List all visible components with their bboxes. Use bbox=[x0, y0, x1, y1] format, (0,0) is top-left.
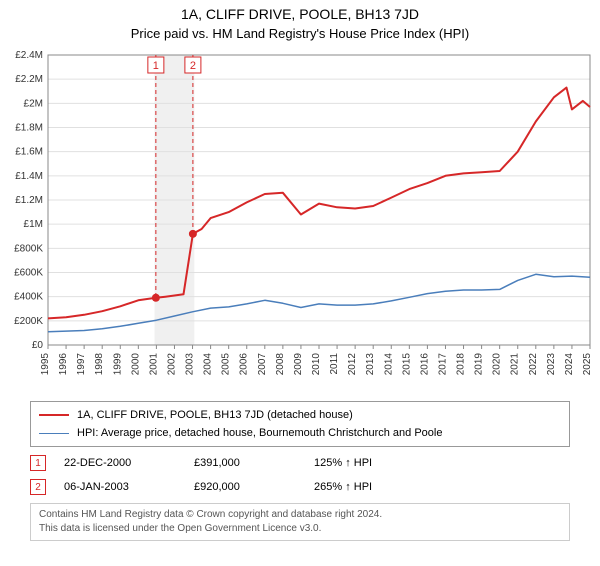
transaction-row: 2 06-JAN-2003£920,000265% ↑ HPI bbox=[30, 479, 570, 495]
transaction-delta: 125% ↑ HPI bbox=[314, 457, 372, 469]
legend-label: HPI: Average price, detached house, Bour… bbox=[77, 424, 442, 442]
svg-text:2020: 2020 bbox=[492, 353, 503, 376]
svg-text:2012: 2012 bbox=[347, 353, 358, 376]
transaction-row: 1 22-DEC-2000£391,000125% ↑ HPI bbox=[30, 455, 570, 471]
svg-text:2010: 2010 bbox=[311, 353, 322, 376]
svg-text:2001: 2001 bbox=[148, 353, 159, 376]
svg-text:1995: 1995 bbox=[40, 353, 51, 376]
legend-row: HPI: Average price, detached house, Bour… bbox=[39, 424, 561, 442]
svg-text:2021: 2021 bbox=[510, 353, 521, 376]
svg-text:2014: 2014 bbox=[383, 353, 394, 376]
svg-text:2000: 2000 bbox=[130, 353, 141, 376]
svg-text:1997: 1997 bbox=[76, 353, 87, 376]
svg-text:2015: 2015 bbox=[401, 353, 412, 376]
svg-text:2007: 2007 bbox=[257, 353, 268, 376]
svg-text:2003: 2003 bbox=[185, 353, 196, 376]
price-chart: £0 £200K £400K £600K £800K £1M £1.2M £1.4M £1.6M… bbox=[0, 45, 600, 395]
svg-text:£1.8M: £1.8M bbox=[15, 123, 43, 134]
legend-swatch bbox=[39, 433, 69, 434]
svg-text:1999: 1999 bbox=[112, 353, 123, 376]
svg-text:2006: 2006 bbox=[239, 353, 250, 376]
svg-text:£1M: £1M bbox=[24, 219, 43, 230]
svg-text:2019: 2019 bbox=[474, 353, 485, 376]
transaction-date: 06-JAN-2003 bbox=[64, 481, 194, 493]
svg-text:2005: 2005 bbox=[221, 353, 232, 376]
svg-text:£600K: £600K bbox=[14, 268, 43, 279]
chart-title-address: 1A, CLIFF DRIVE, POOLE, BH13 7JD bbox=[0, 6, 600, 22]
svg-text:£1.4M: £1.4M bbox=[15, 171, 43, 182]
svg-text:2016: 2016 bbox=[419, 353, 430, 376]
svg-text:2009: 2009 bbox=[293, 353, 304, 376]
svg-text:2017: 2017 bbox=[437, 353, 448, 376]
svg-text:2025: 2025 bbox=[582, 353, 593, 376]
svg-text:2008: 2008 bbox=[275, 353, 286, 376]
svg-text:2023: 2023 bbox=[546, 353, 557, 376]
attribution-footer: Contains HM Land Registry data © Crown c… bbox=[30, 503, 570, 541]
legend-row: 1A, CLIFF DRIVE, POOLE, BH13 7JD (detach… bbox=[39, 406, 561, 424]
svg-text:£400K: £400K bbox=[14, 292, 43, 303]
transaction-date: 22-DEC-2000 bbox=[64, 457, 194, 469]
legend-label: 1A, CLIFF DRIVE, POOLE, BH13 7JD (detach… bbox=[77, 406, 353, 424]
svg-text:2002: 2002 bbox=[166, 353, 177, 376]
svg-text:1996: 1996 bbox=[58, 353, 69, 376]
svg-text:£1.2M: £1.2M bbox=[15, 195, 43, 206]
svg-text:£200K: £200K bbox=[14, 316, 43, 327]
transaction-marker: 2 bbox=[30, 479, 46, 495]
attribution-line-1: Contains HM Land Registry data © Crown c… bbox=[39, 508, 561, 522]
svg-text:2004: 2004 bbox=[203, 353, 214, 376]
svg-text:2018: 2018 bbox=[456, 353, 467, 376]
svg-text:£1.6M: £1.6M bbox=[15, 147, 43, 158]
transaction-delta: 265% ↑ HPI bbox=[314, 481, 372, 493]
svg-text:2: 2 bbox=[190, 60, 196, 72]
attribution-line-2: This data is licensed under the Open Gov… bbox=[39, 522, 561, 536]
chart-title-subtitle: Price paid vs. HM Land Registry's House … bbox=[0, 26, 600, 41]
svg-text:£0: £0 bbox=[32, 340, 44, 351]
svg-text:1998: 1998 bbox=[94, 353, 105, 376]
svg-text:2013: 2013 bbox=[365, 353, 376, 376]
transaction-price: £391,000 bbox=[194, 457, 314, 469]
svg-text:£2M: £2M bbox=[24, 98, 43, 109]
transaction-table: 1 22-DEC-2000£391,000125% ↑ HPI 2 06-JAN-20… bbox=[30, 455, 570, 495]
transaction-price: £920,000 bbox=[194, 481, 314, 493]
svg-text:2024: 2024 bbox=[564, 353, 575, 376]
svg-text:2022: 2022 bbox=[528, 353, 539, 376]
svg-text:2011: 2011 bbox=[329, 353, 340, 375]
svg-text:£800K: £800K bbox=[14, 243, 43, 254]
svg-text:1: 1 bbox=[153, 60, 159, 72]
svg-text:£2.4M: £2.4M bbox=[15, 50, 43, 61]
legend-swatch bbox=[39, 414, 69, 416]
transaction-marker: 1 bbox=[30, 455, 46, 471]
svg-text:£2.2M: £2.2M bbox=[15, 74, 43, 85]
chart-legend: 1A, CLIFF DRIVE, POOLE, BH13 7JD (detach… bbox=[30, 401, 570, 447]
